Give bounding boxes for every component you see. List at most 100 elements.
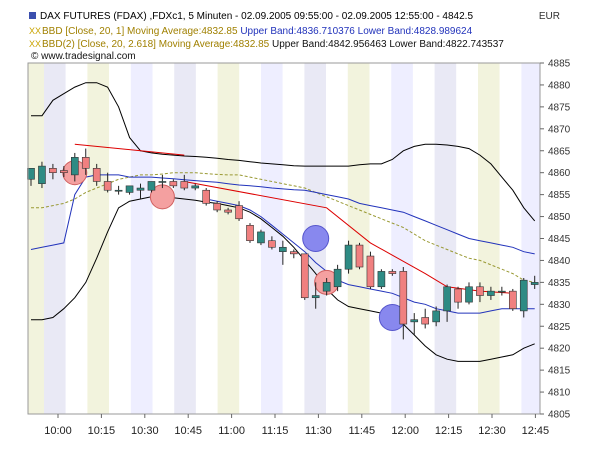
bb2-lower-line [31, 196, 535, 362]
candle [311, 282, 320, 309]
y-tick-label: 4805 [548, 410, 571, 421]
time-stripe [391, 63, 413, 414]
time-stripe [217, 63, 240, 414]
legend-bbd-2-ma: BBD(2) [Close, 20, 2.618] Moving Average… [42, 39, 270, 50]
candle [300, 253, 309, 300]
time-stripe [130, 63, 153, 414]
candle-body [114, 189, 123, 192]
x-tick-label: 11:15 [262, 425, 289, 437]
candle-body [71, 157, 79, 176]
indicator-marker-icon: XX [29, 39, 42, 49]
candle-body [125, 185, 134, 193]
time-stripes [28, 63, 540, 414]
x-tick-label: 10:00 [44, 425, 72, 437]
indicator-marker-icon: XX [29, 26, 42, 36]
candle [191, 183, 200, 191]
time-stripe [499, 63, 522, 414]
candle [202, 188, 210, 206]
candle [125, 185, 134, 195]
axes: 4805 4810 4815 4820 4825 4830 4835 4840 4845 4850… [27, 59, 571, 437]
time-stripe [326, 63, 348, 414]
candle-body [311, 295, 320, 299]
candle-body [476, 286, 484, 296]
candle [71, 152, 79, 182]
y-tick-label: 4875 [548, 102, 571, 113]
candle [136, 183, 145, 200]
candle [454, 286, 462, 309]
candle-body [180, 181, 189, 189]
candle-body [169, 181, 178, 187]
time-stripe [28, 63, 44, 414]
candle-body [147, 181, 156, 191]
candle [421, 308, 430, 329]
candle [344, 240, 353, 274]
y-tick-label: 4835 [548, 278, 571, 289]
candle [257, 229, 265, 246]
candle [377, 269, 386, 289]
candle-body [300, 253, 309, 299]
candle [399, 267, 408, 340]
trend-line-1 [74, 143, 185, 156]
candle-body [191, 185, 200, 189]
candle-body [158, 181, 167, 183]
x-tick-label: 11:30 [305, 425, 332, 437]
candle [81, 148, 90, 175]
candle-body [279, 246, 287, 252]
candle-body [508, 290, 517, 309]
time-stripe [152, 63, 175, 414]
candle-body [487, 290, 495, 296]
y-tick-label: 4855 [548, 190, 571, 201]
candle-body [103, 181, 112, 191]
candle-body [289, 251, 298, 255]
bb1-upper-line [30, 174, 535, 255]
y-tick-label: 4825 [548, 322, 571, 333]
y-tick-label: 4830 [548, 300, 571, 311]
candles [27, 148, 539, 340]
time-stripe [434, 63, 457, 414]
candle-body [443, 286, 451, 312]
candle [487, 286, 495, 300]
candle [114, 185, 123, 195]
candle-body [268, 240, 276, 248]
candle [246, 223, 254, 243]
time-stripe [369, 63, 392, 414]
candle [366, 251, 375, 289]
candle [235, 201, 243, 221]
x-tick-label: 10:15 [88, 425, 116, 437]
candle [103, 172, 112, 193]
legend-bbd-1-upper: Upper Band:4836.710376 [240, 26, 355, 37]
y-tick-label: 4815 [548, 366, 571, 377]
candle-body [465, 286, 473, 303]
time-stripe [44, 63, 66, 414]
legend-bbd-2[interactable]: XXBBD(2) [Close, 20, 2.618] Moving Avera… [29, 38, 504, 51]
time-stripe [521, 63, 540, 414]
time-stripe [174, 63, 196, 414]
candle [432, 306, 440, 327]
x-tick-label: 11:45 [348, 425, 375, 437]
time-stripe [65, 63, 88, 414]
candle-body [92, 168, 101, 182]
time-stripe [282, 63, 305, 414]
currency-label: EUR [538, 11, 560, 22]
signal-markers [62, 160, 406, 331]
candle [38, 161, 46, 189]
candle-body [454, 288, 462, 303]
indicator-lines [30, 82, 536, 362]
y-tick-label: 4850 [548, 212, 571, 223]
candle-body [49, 168, 57, 173]
candle-body [399, 271, 408, 325]
candle-body [202, 189, 210, 204]
candle-body [136, 187, 145, 191]
x-tick-label: 12:30 [478, 425, 506, 437]
legend-bbd-2-lower: Lower Band:4822.743537 [389, 39, 504, 50]
candle [92, 163, 101, 186]
legend-bbd-1[interactable]: XXBBD [Close, 20, 1] Moving Average:4832… [29, 25, 472, 38]
copyright-text: © www.tradesignal.com [31, 51, 136, 62]
candle [213, 201, 221, 213]
candle [279, 240, 287, 265]
candle-body [224, 209, 232, 213]
candle-body [235, 205, 243, 220]
candle-body [344, 244, 353, 270]
x-tick-label: 11:00 [218, 425, 245, 437]
